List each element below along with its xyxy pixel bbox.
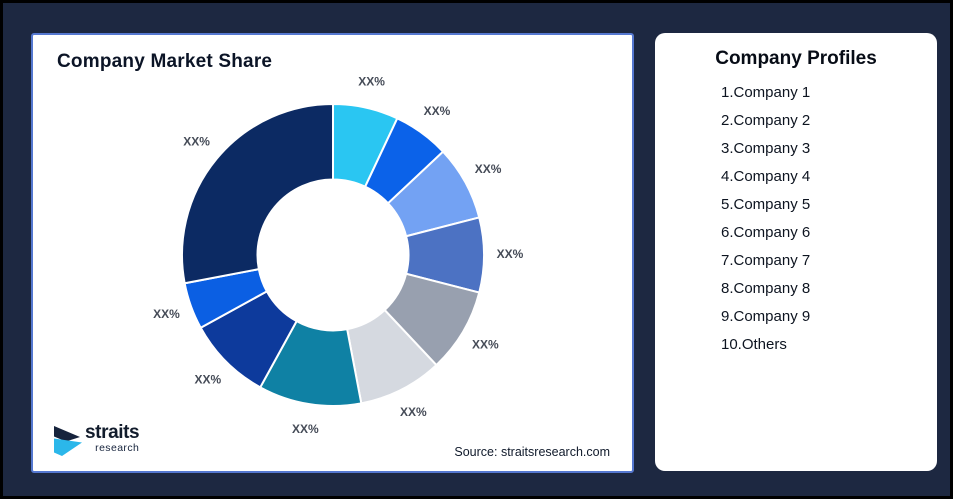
profile-item: 10.Others [721,336,787,353]
logo-brand-name: straits [85,422,140,443]
chart-title: Company Market Share [57,51,273,72]
slice-label: XX% [194,372,221,386]
profile-item: 8.Company 8 [721,280,811,297]
source-note: Source: straitsresearch.com [454,445,610,459]
slice-label: XX% [292,422,319,436]
slice-label: XX% [472,337,499,351]
straits-research-logo: straits research [53,422,140,458]
slice-label: XX% [358,74,385,88]
profile-item: 1.Company 1 [721,84,811,101]
profile-item: 5.Company 5 [721,196,811,213]
slice-label: XX% [475,162,502,176]
profile-item: 3.Company 3 [721,140,811,157]
profile-item: 6.Company 6 [721,224,811,241]
slice-label: XX% [424,104,451,118]
company-profiles-card: Company Profiles 1.Company 1 2.Company 2… [655,33,937,471]
profile-item: 9.Company 9 [721,308,811,325]
slice-label: XX% [183,134,210,148]
profile-item: 7.Company 7 [721,252,811,269]
donut-chart: XX% XX% XX% XX% XX% XX% XX% XX% XX% XX% [153,74,524,436]
logo-text: straits research [85,422,140,454]
slice-label: XX% [497,247,524,261]
profile-item: 4.Company 4 [721,168,811,185]
logo-brand-subtitle: research [95,442,140,454]
market-share-card: XX% XX% XX% XX% XX% XX% XX% XX% XX% XX% Company M… [31,33,634,473]
slice-label: XX% [400,405,427,419]
profile-item: 2.Company 2 [721,112,811,129]
donut-segment-10 [181,102,334,285]
straits-logo-icon [54,426,82,456]
profiles-list: 1.Company 1 2.Company 2 3.Company 3 4.Co… [655,79,937,359]
profiles-title: Company Profiles [715,48,877,69]
slice-label: XX% [153,307,180,321]
